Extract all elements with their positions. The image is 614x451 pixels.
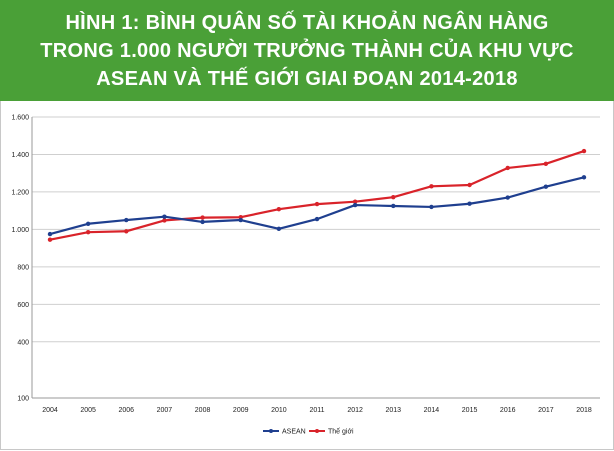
legend-item: Thế giới (309, 427, 354, 436)
data-point (391, 194, 396, 200)
data-point (429, 184, 434, 189)
series-the-gioi (47, 148, 587, 242)
x-tick-label: 2010 (271, 407, 287, 414)
title-line-2: TRONG 1.000 NGƯỜI TRƯỞNG THÀNH CỦA KHU V… (40, 40, 574, 62)
y-tick-label: 1.600 (11, 115, 29, 122)
x-tick-label: 2004 (42, 407, 58, 414)
data-point (581, 148, 587, 154)
data-point (352, 202, 358, 208)
data-point (505, 165, 510, 171)
title-line-3: ASEAN VÀ THẾ GIỚI GIAI ĐOẠN 2014-2018 (96, 68, 518, 90)
y-tick-label: 800 (17, 264, 29, 271)
legend-label: Thế giới (328, 427, 354, 436)
series-lines (47, 148, 587, 242)
data-point (276, 206, 282, 212)
data-point (467, 201, 472, 206)
x-tick-label: 2006 (118, 407, 134, 414)
data-point (429, 204, 434, 210)
data-point (276, 226, 282, 232)
data-point (352, 199, 358, 204)
y-tick-label: 1.200 (11, 189, 29, 196)
legend-marker (269, 429, 273, 433)
x-tick-label: 2005 (80, 407, 96, 414)
x-axis-tick-labels: 2004 2005 2006 2007 2008 2009 2010 2011 2012 2013… (42, 407, 592, 414)
data-point (200, 215, 205, 220)
data-point (314, 201, 320, 207)
x-tick-label: 2017 (538, 407, 554, 414)
x-tick-label: 2012 (347, 407, 363, 414)
data-point (467, 182, 472, 188)
x-tick-label: 2015 (462, 407, 478, 414)
data-point (391, 203, 396, 209)
x-tick-label: 2008 (195, 407, 211, 414)
legend-label: ASEAN (282, 429, 306, 436)
x-tick-label: 2018 (576, 407, 592, 414)
x-tick-label: 2011 (309, 407, 324, 414)
data-point (162, 214, 167, 219)
gridlines (31, 116, 600, 399)
legend: ASEAN Thế giới (263, 427, 354, 436)
x-tick-label: 2013 (385, 407, 401, 414)
data-point (581, 175, 587, 180)
y-tick-label: 400 (17, 339, 29, 346)
data-point (85, 230, 91, 235)
x-tick-label: 2014 (424, 407, 440, 414)
data-point (47, 237, 53, 242)
data-point (200, 219, 205, 225)
data-point (124, 217, 129, 223)
legend-marker (315, 429, 319, 433)
y-tick-label: 600 (17, 302, 29, 309)
y-tick-label: 1.400 (11, 152, 29, 159)
title-line-1: HÌNH 1: BÌNH QUÂN SỐ TÀI KHOẢN NGÂN HÀNG (65, 12, 549, 34)
chart-title-banner: HÌNH 1: BÌNH QUÂN SỐ TÀI KHOẢN NGÂN HÀNG… (0, 0, 614, 101)
data-point (505, 195, 510, 200)
series-asean (47, 175, 587, 237)
y-axis-tick-labels: 100 400 600 800 1.000 1.200 1.400 1.600 (11, 115, 29, 403)
legend-item: ASEAN (263, 429, 306, 436)
data-point (314, 216, 320, 222)
x-tick-label: 2007 (157, 407, 173, 414)
data-point (543, 184, 549, 189)
y-tick-label: 100 (17, 396, 29, 403)
data-point (238, 217, 243, 223)
series-line (49, 150, 585, 241)
data-point (543, 161, 549, 167)
data-point (124, 229, 129, 234)
data-point (162, 218, 167, 223)
data-point (85, 221, 91, 226)
x-tick-label: 2009 (233, 407, 249, 414)
x-tick-label: 2016 (500, 407, 516, 414)
data-point (47, 231, 53, 237)
y-tick-label: 1.000 (11, 227, 29, 234)
